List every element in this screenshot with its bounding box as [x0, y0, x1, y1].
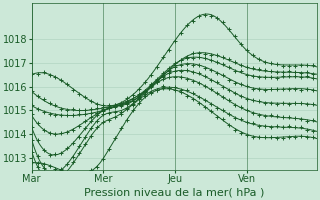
X-axis label: Pression niveau de la mer( hPa ): Pression niveau de la mer( hPa )	[84, 187, 265, 197]
